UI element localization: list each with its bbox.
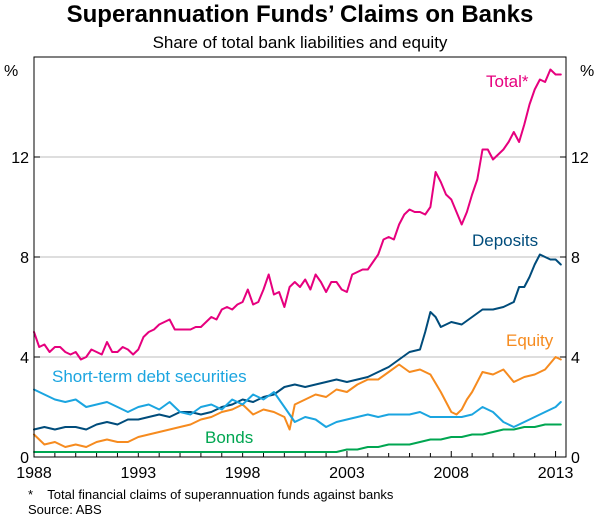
x-axis: 1988 1993 1998 2003 2008 2013 [16, 451, 573, 482]
footnote: * Total financial claims of superannuati… [28, 487, 394, 502]
x-tick-label: 1998 [225, 465, 261, 482]
x-tick-label: 2003 [329, 465, 365, 482]
series-label-bonds: Bonds [205, 428, 253, 447]
series-label-short-term-debt: Short-term debt securities [52, 367, 247, 386]
series-line-bonds [33, 423, 562, 453]
y-unit-left: % [4, 63, 18, 80]
series-line-short-term-debt-securities [33, 388, 562, 428]
x-tick-label: 1993 [121, 465, 157, 482]
y-tick-label-right: 8 [571, 250, 580, 267]
y-tick-label-left: 4 [20, 350, 29, 367]
y-axis: 0 0 4 4 8 8 12 12 [11, 150, 589, 467]
x-tick-label: 1988 [16, 465, 52, 482]
series-line-deposits [33, 253, 562, 431]
source-note: Source: ABS [28, 502, 102, 517]
chart-title: Superannuation Funds’ Claims on Banks [67, 1, 534, 28]
y-tick-label-left: 12 [11, 150, 29, 167]
chart-subtitle: Share of total bank liabilities and equi… [153, 33, 448, 52]
series-label-total: Total* [486, 72, 529, 91]
x-tick-label: 2013 [538, 465, 574, 482]
y-tick-label-right: 4 [571, 350, 580, 367]
series-line-equity [33, 356, 562, 448]
y-unit-right: % [580, 63, 594, 80]
plot-frame [33, 56, 567, 458]
series-label-deposits: Deposits [472, 231, 538, 250]
y-tick-label-right: 0 [571, 450, 580, 467]
x-tick-label: 2008 [433, 465, 469, 482]
series-label-equity: Equity [506, 331, 554, 350]
series-lines [33, 68, 562, 453]
y-tick-label-right: 12 [571, 150, 589, 167]
series-line-total [33, 68, 562, 361]
y-tick-label-left: 8 [20, 250, 29, 267]
y-tick-label-left: 0 [20, 450, 29, 467]
gridlines [34, 156, 566, 358]
